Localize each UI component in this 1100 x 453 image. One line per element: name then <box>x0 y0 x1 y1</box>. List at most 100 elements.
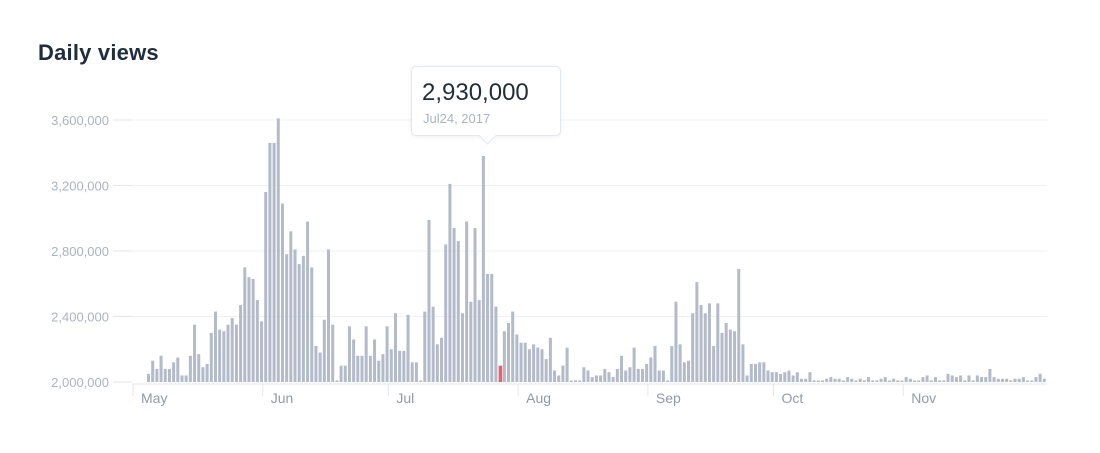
bar <box>812 380 816 382</box>
bar <box>980 377 984 382</box>
bar <box>234 324 238 382</box>
bar <box>783 372 787 382</box>
bar <box>155 368 159 382</box>
bar <box>507 323 511 382</box>
bar <box>163 368 167 382</box>
bar <box>933 377 937 382</box>
bar <box>318 352 322 382</box>
bar <box>950 375 954 382</box>
bar <box>406 314 410 382</box>
bar <box>632 347 636 382</box>
chart-title: Daily views <box>38 40 159 65</box>
bar <box>260 321 264 382</box>
x-tick-label: Jun <box>271 390 294 406</box>
bar <box>703 313 707 382</box>
bar <box>594 375 598 382</box>
bar <box>557 375 561 382</box>
bar <box>565 347 569 382</box>
bar <box>414 362 418 382</box>
bar <box>293 249 297 382</box>
bar <box>963 380 967 382</box>
bar <box>774 372 778 382</box>
bar <box>515 334 519 382</box>
bar <box>280 203 284 382</box>
bar <box>661 370 665 382</box>
bar <box>331 324 335 382</box>
tooltip-date: Jul24, 2017 <box>423 111 491 126</box>
bar <box>431 306 435 382</box>
bar <box>578 380 582 382</box>
bar <box>854 380 858 382</box>
bar <box>264 192 268 382</box>
bar <box>532 344 536 382</box>
bar <box>536 347 540 382</box>
bar <box>900 380 904 382</box>
bar <box>167 368 171 382</box>
bar <box>398 350 402 382</box>
bar <box>385 326 389 382</box>
bar <box>188 355 192 382</box>
bar <box>389 349 393 382</box>
bar <box>921 377 925 382</box>
bar <box>297 264 301 382</box>
bar <box>452 228 456 382</box>
bar <box>569 380 573 382</box>
bar <box>858 378 862 382</box>
bar <box>1038 373 1042 382</box>
x-axis: May Jun Jul Aug Sep Oct Nov <box>132 383 1047 406</box>
bar <box>590 377 594 382</box>
bar <box>611 377 615 382</box>
bar <box>624 370 628 382</box>
bar <box>640 368 644 382</box>
bar <box>151 360 155 382</box>
bar <box>779 373 783 382</box>
bar <box>373 339 377 382</box>
bar <box>954 377 958 382</box>
bar <box>519 342 523 382</box>
bar <box>544 359 548 382</box>
bar <box>737 269 741 382</box>
bar <box>352 339 356 382</box>
y-axis: 2,000,000 2,400,000 2,800,000 3,200,000 3,60… <box>51 113 132 390</box>
bar <box>1026 380 1030 382</box>
bar <box>511 311 515 382</box>
bar <box>875 380 879 382</box>
bar <box>553 370 557 382</box>
bar <box>753 363 757 382</box>
bar <box>251 278 255 382</box>
bar <box>490 273 494 382</box>
bar <box>364 326 368 382</box>
bar <box>272 142 276 382</box>
bar <box>205 363 209 382</box>
bar <box>377 360 381 382</box>
x-tick-label: Oct <box>781 390 803 406</box>
y-tick-label: 2,000,000 <box>51 375 109 390</box>
bar <box>1005 378 1009 382</box>
bar <box>222 331 226 382</box>
bar <box>310 267 314 383</box>
bar <box>946 373 950 382</box>
bar <box>423 311 427 382</box>
bar <box>716 303 720 382</box>
bar <box>846 377 850 382</box>
bar <box>733 331 737 382</box>
bar <box>410 362 414 382</box>
tooltip-value: 2,930,000 <box>422 79 529 106</box>
bar <box>896 380 900 382</box>
bar <box>335 380 339 382</box>
bar <box>339 365 343 383</box>
bar <box>435 344 439 382</box>
bar <box>996 378 1000 382</box>
bar <box>791 375 795 382</box>
bar <box>301 255 305 382</box>
bar <box>636 368 640 382</box>
bar <box>314 345 318 382</box>
bar <box>486 273 490 382</box>
grid-lines <box>132 119 1047 317</box>
bar <box>749 363 753 382</box>
bar <box>1013 378 1017 382</box>
bar <box>393 313 397 382</box>
bar <box>239 305 243 382</box>
bar <box>218 329 222 382</box>
